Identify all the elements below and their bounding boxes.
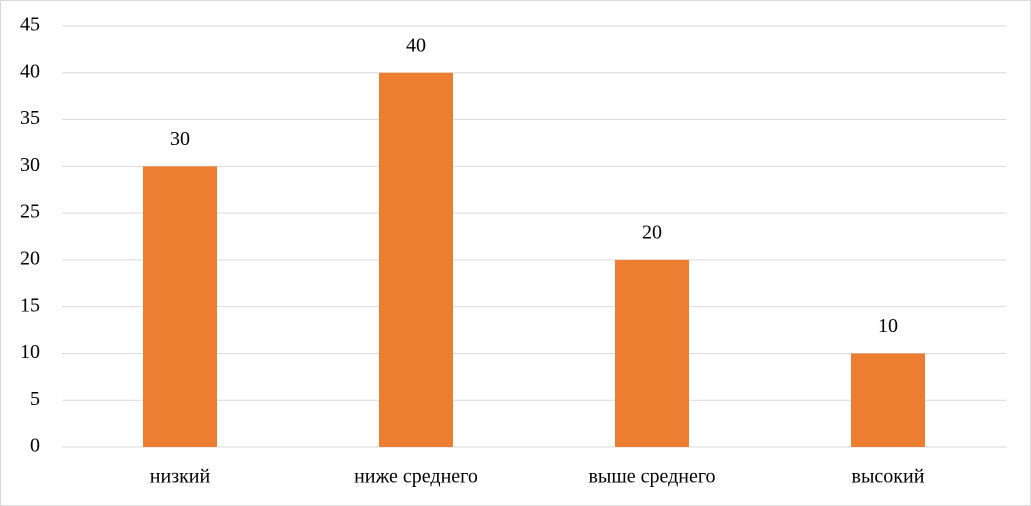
bar (143, 166, 217, 448)
x-tick-label: высокий (852, 466, 925, 488)
y-tick-label: 30 (20, 154, 40, 176)
data-label: 10 (878, 315, 898, 337)
y-tick-label: 20 (20, 247, 40, 269)
y-tick-label: 0 (30, 435, 40, 457)
y-tick-label: 25 (20, 201, 40, 223)
bar (851, 353, 925, 447)
y-tick-label: 10 (20, 341, 40, 363)
bar (615, 259, 689, 447)
data-label: 20 (642, 221, 662, 243)
y-tick-label: 35 (20, 107, 40, 129)
y-tick-label: 40 (20, 60, 40, 82)
y-tick-label: 5 (30, 388, 40, 410)
x-tick-label: ниже среднего (354, 466, 478, 488)
bar (379, 72, 453, 448)
x-tick-label: выше среднего (588, 466, 715, 488)
y-tick-label: 15 (20, 294, 40, 316)
x-tick-label: низкий (150, 466, 211, 488)
y-tick-label: 45 (20, 14, 40, 36)
data-label: 30 (170, 128, 190, 150)
data-label: 40 (406, 34, 426, 56)
